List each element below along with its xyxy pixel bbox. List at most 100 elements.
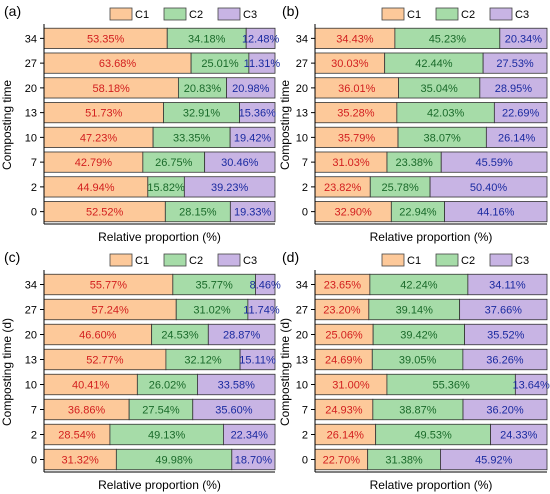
y-tick-label: 7 bbox=[302, 405, 308, 417]
bar-c3-7 bbox=[440, 151, 548, 173]
data-label: 38.07% bbox=[424, 132, 462, 144]
data-label: 26.75% bbox=[155, 157, 193, 169]
data-label: 8.46% bbox=[250, 280, 281, 292]
x-axis-title: Relative proportion (%) bbox=[370, 478, 493, 492]
y-tick-label: 0 bbox=[31, 455, 37, 467]
y-tick-label: 10 bbox=[25, 380, 37, 392]
y-tick-label: 13 bbox=[296, 355, 308, 367]
y-tick-label: 2 bbox=[302, 430, 308, 442]
y-tick-label: 0 bbox=[302, 207, 308, 219]
bar-c3-7 bbox=[462, 398, 548, 421]
legend-swatch-c3 bbox=[217, 7, 241, 21]
data-label: 32.91% bbox=[183, 108, 221, 120]
data-label: 35.77% bbox=[195, 280, 233, 292]
y-axis-title: Composting time (d) bbox=[0, 318, 14, 426]
panel-label: (b) bbox=[282, 3, 299, 19]
data-label: 49.13% bbox=[148, 430, 186, 442]
data-label: 36.86% bbox=[68, 405, 106, 417]
data-label: 33.58% bbox=[218, 380, 256, 392]
legend-swatch-c1 bbox=[109, 7, 133, 21]
bar-c3-34 bbox=[255, 273, 276, 296]
data-label: 35.52% bbox=[487, 330, 525, 342]
legend-swatch-c3 bbox=[489, 253, 513, 267]
legend-label-c1: C1 bbox=[135, 255, 149, 267]
bar-c3-20 bbox=[464, 323, 548, 346]
data-label: 24.53% bbox=[161, 330, 199, 342]
legend-swatch-c2 bbox=[435, 7, 459, 21]
data-label: 11.74% bbox=[243, 305, 280, 317]
y-tick-label: 13 bbox=[25, 108, 37, 120]
data-label: 26.14% bbox=[498, 132, 536, 144]
data-label: 28.15% bbox=[179, 207, 217, 219]
data-label: 19.33% bbox=[234, 207, 272, 219]
bar-c3-0 bbox=[231, 448, 276, 471]
data-label: 36.01% bbox=[338, 83, 376, 95]
y-tick-label: 2 bbox=[31, 430, 37, 442]
y-tick-label: 20 bbox=[296, 330, 308, 342]
data-label: 22.70% bbox=[323, 455, 361, 467]
legend-swatch-c3 bbox=[489, 7, 513, 21]
bar-c3-34 bbox=[499, 27, 548, 49]
data-label: 34.43% bbox=[336, 33, 374, 45]
y-tick-label: 34 bbox=[25, 33, 37, 45]
panel-label: (d) bbox=[282, 249, 299, 265]
bar-c3-10 bbox=[197, 373, 276, 396]
data-label: 50.40% bbox=[470, 182, 508, 194]
y-tick-label: 34 bbox=[296, 33, 308, 45]
legend-label-c3: C3 bbox=[515, 9, 529, 21]
bar-c3-34 bbox=[467, 273, 548, 296]
bar-c3-13 bbox=[239, 348, 276, 371]
data-label: 25.06% bbox=[325, 330, 363, 342]
data-label: 33.35% bbox=[173, 132, 211, 144]
data-label: 22.94% bbox=[399, 207, 437, 219]
legend-label-c2: C2 bbox=[461, 255, 475, 267]
chart-panel: (c) C1 C2 C3 31.32% 49.98% 18.70% 0 28.54% 49.13%… bbox=[0, 249, 281, 492]
data-label: 24.93% bbox=[325, 405, 363, 417]
data-label: 25.01% bbox=[201, 58, 239, 70]
legend-label-c2: C2 bbox=[189, 9, 203, 21]
legend-label-c1: C1 bbox=[135, 9, 149, 21]
data-label: 15.11% bbox=[239, 355, 276, 367]
data-label: 30.03% bbox=[331, 58, 369, 70]
bar-c3-10 bbox=[514, 373, 548, 396]
data-label: 44.94% bbox=[77, 182, 115, 194]
data-label: 44.16% bbox=[477, 207, 515, 219]
data-label: 15.82% bbox=[147, 182, 185, 194]
bar-c3-2 bbox=[223, 423, 276, 446]
data-label: 13.64% bbox=[513, 380, 550, 392]
y-tick-label: 2 bbox=[302, 182, 308, 194]
data-label: 35.60% bbox=[215, 405, 253, 417]
data-label: 35.04% bbox=[421, 83, 459, 95]
bar-c3-2 bbox=[183, 176, 276, 198]
data-label: 22.69% bbox=[502, 108, 540, 120]
data-label: 26.02% bbox=[149, 380, 187, 392]
data-label: 22.34% bbox=[231, 430, 269, 442]
data-label: 45.92% bbox=[475, 455, 513, 467]
legend-swatch-c2 bbox=[435, 253, 459, 267]
data-label: 38.87% bbox=[399, 405, 437, 417]
y-tick-label: 27 bbox=[25, 305, 37, 317]
legend-swatch-c1 bbox=[381, 7, 405, 21]
bar-c3-13 bbox=[493, 102, 548, 124]
y-tick-label: 10 bbox=[296, 380, 308, 392]
legend-swatch-c2 bbox=[163, 253, 187, 267]
x-axis-title: Relative proportion (%) bbox=[98, 230, 221, 244]
bar-c3-20 bbox=[479, 77, 548, 99]
chart-panel: (a) C1 C2 C3 52.52% 28.15% 19.33% 0 44.94% 15.82%… bbox=[0, 3, 280, 244]
y-tick-label: 0 bbox=[302, 455, 308, 467]
data-label: 53.35% bbox=[87, 33, 125, 45]
data-label: 36.26% bbox=[486, 355, 524, 367]
data-label: 19.42% bbox=[234, 132, 272, 144]
y-axis-title: Composting time bbox=[0, 80, 14, 170]
legend-label-c3: C3 bbox=[243, 255, 257, 267]
y-tick-label: 20 bbox=[296, 83, 308, 95]
bar-c3-10 bbox=[485, 126, 548, 148]
data-label: 28.87% bbox=[223, 330, 261, 342]
x-axis-title: Relative proportion (%) bbox=[98, 478, 221, 492]
data-label: 20.98% bbox=[232, 83, 270, 95]
data-label: 63.68% bbox=[99, 58, 137, 70]
y-tick-label: 27 bbox=[296, 58, 308, 70]
data-label: 49.53% bbox=[414, 430, 452, 442]
data-label: 31.32% bbox=[62, 455, 100, 467]
